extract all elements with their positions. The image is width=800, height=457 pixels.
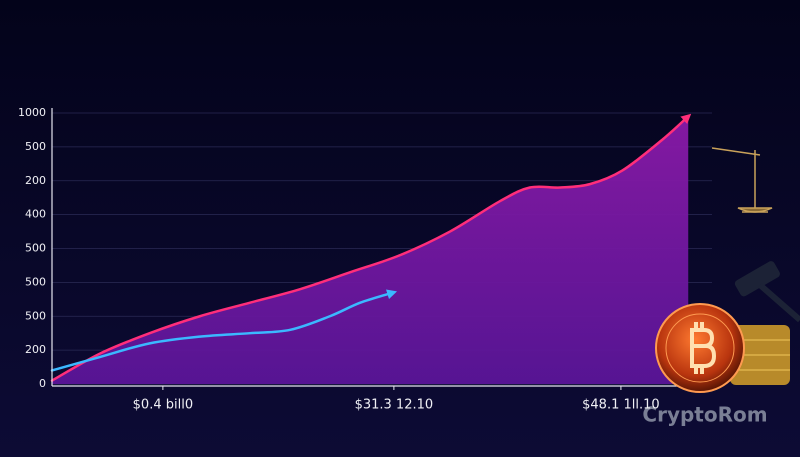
bitcoin-icon <box>655 303 745 393</box>
area <box>52 116 689 384</box>
x-tick-label: $48.1 1ll.10 <box>582 398 660 413</box>
line <box>50 113 692 382</box>
plot <box>50 112 712 390</box>
y-tick-label: 1000 <box>18 106 46 119</box>
y-tick-label: 200 <box>25 343 46 356</box>
y-tick-label: 500 <box>25 140 46 153</box>
y-tick-label: 400 <box>25 208 46 221</box>
y-tick-label: 0 <box>39 377 46 390</box>
y-tick-label: 500 <box>25 242 46 255</box>
y-tick-label: 500 <box>25 309 46 322</box>
y-tick-label: 500 <box>25 275 46 288</box>
x-tick-label: $31.3 12.10 <box>355 398 434 413</box>
line <box>50 289 398 372</box>
scales-icon <box>711 147 773 213</box>
watermark: CryptoRom <box>642 403 767 427</box>
x-tick-label: $0.4 bill0 <box>133 398 193 413</box>
gavel-icon <box>734 261 800 323</box>
y-tick-label: 200 <box>25 174 46 187</box>
